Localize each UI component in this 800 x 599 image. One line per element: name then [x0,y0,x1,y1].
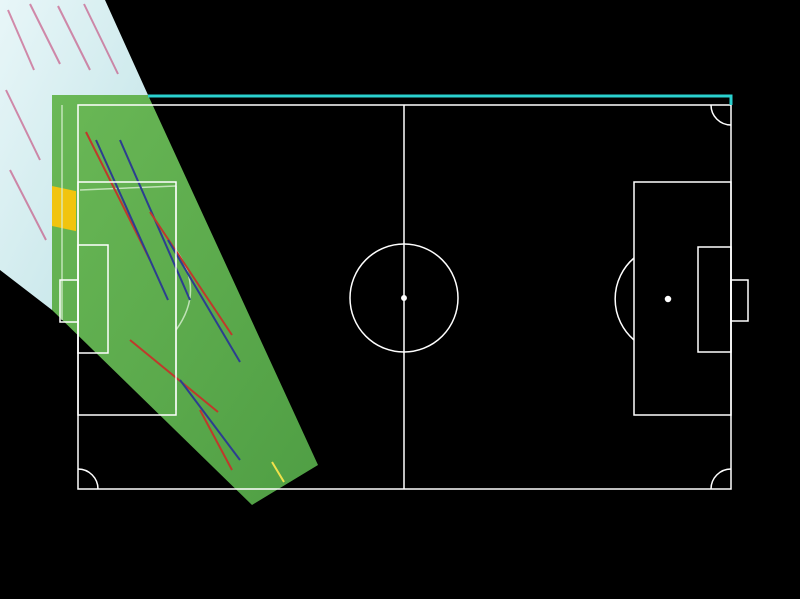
center-circle [349,243,459,353]
right-penalty-arc [614,257,635,341]
left-goal [59,279,79,323]
right-penalty-spot [664,295,672,303]
player-streaks [85,131,285,483]
pitch-template [59,104,749,490]
projected-grass [52,95,318,505]
top-touchline-highlight [148,94,733,105]
projected-ad-board [52,186,76,232]
right-goal-area [697,246,732,353]
right-goal [730,279,749,322]
camera-frame-projection [0,0,318,505]
projected-stands [0,0,148,310]
corner-arcs [77,104,732,490]
center-spot [401,295,407,301]
right-penalty-area [633,181,732,416]
crowd-streaks [5,3,119,241]
